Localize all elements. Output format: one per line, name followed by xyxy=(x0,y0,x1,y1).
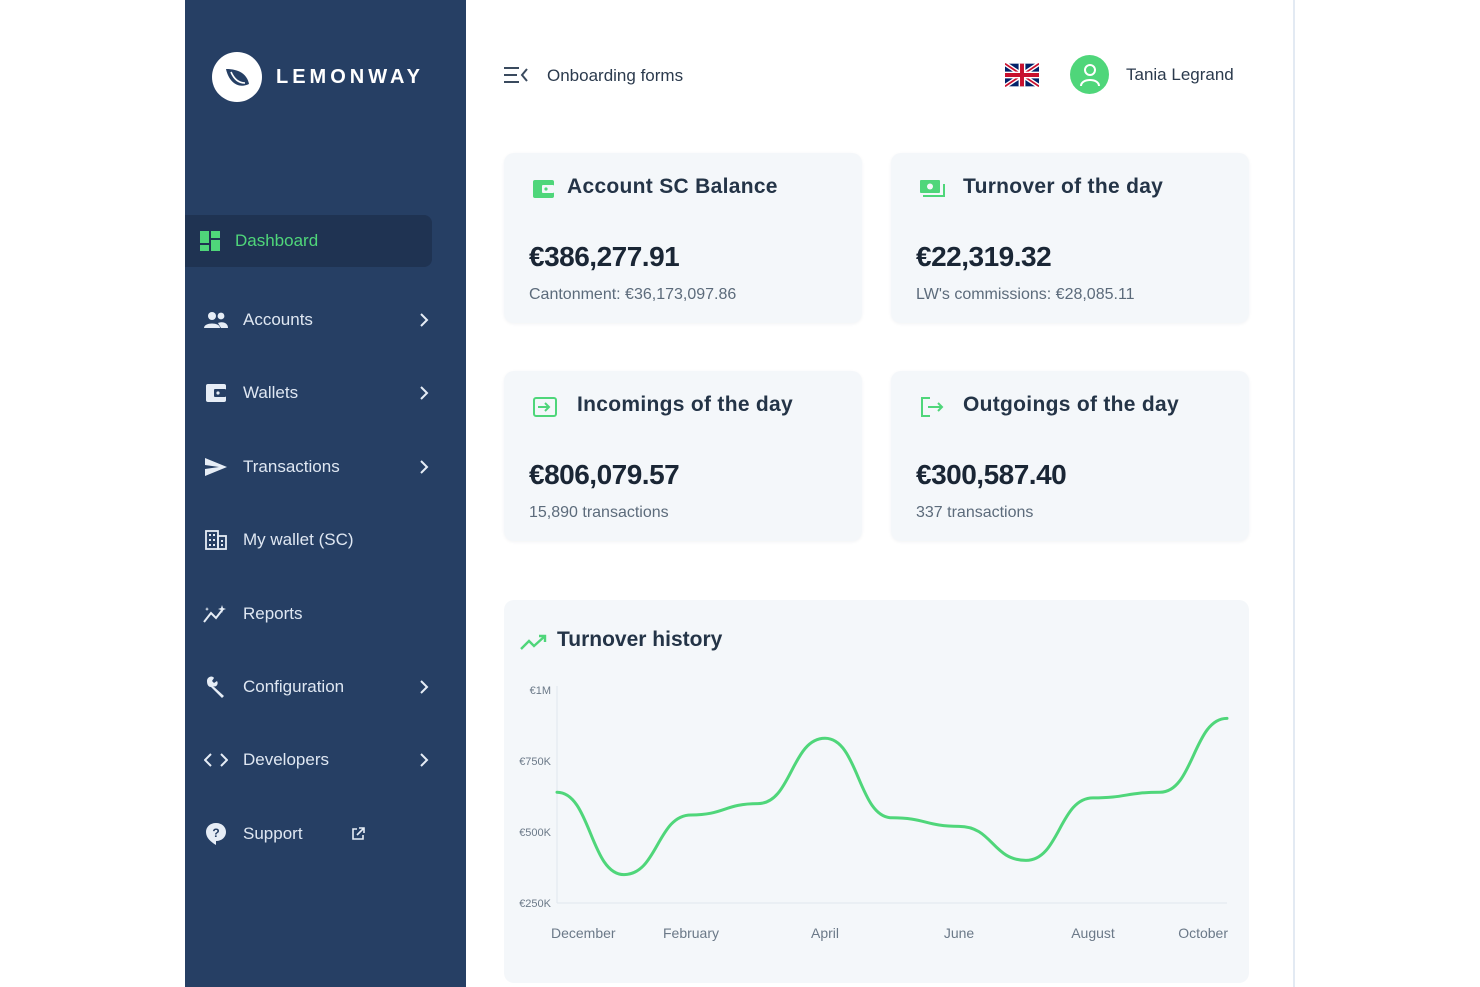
data-point[interactable] xyxy=(753,799,763,809)
menu-collapse-icon[interactable] xyxy=(503,65,529,85)
sidebar-item-wallets[interactable]: Wallets xyxy=(185,367,466,419)
dashboard-icon xyxy=(197,228,223,254)
login-icon xyxy=(532,396,557,418)
sidebar-item-reports[interactable]: Reports xyxy=(185,588,466,640)
y-tick-label: €750K xyxy=(519,756,551,768)
chevron-right-icon xyxy=(417,386,431,400)
sidebar: LEMONWAY Dashboard Accounts Wall xyxy=(185,0,466,987)
app-frame: LEMONWAY Dashboard Accounts Wall xyxy=(185,0,1295,987)
card-subtext: Cantonment: €36,173,097.86 xyxy=(529,286,737,303)
card-subtext: LW's commissions: €28,085.11 xyxy=(916,286,1135,303)
y-tick-label: €1M xyxy=(530,685,551,697)
chevron-right-icon xyxy=(417,753,431,767)
card-title: Incomings of the day xyxy=(577,393,794,416)
turnover-history-card: Turnover history €250K €500K €750K €1M Decem… xyxy=(504,600,1249,983)
data-point[interactable] xyxy=(619,870,629,880)
external-link-icon xyxy=(351,827,365,841)
chevron-right-icon xyxy=(417,680,431,694)
data-point[interactable] xyxy=(686,810,696,820)
data-point[interactable] xyxy=(887,813,897,823)
y-tick-label: €250K xyxy=(519,898,551,910)
chart-title: Turnover history xyxy=(557,628,723,651)
x-tick-label: December xyxy=(551,925,616,941)
user-name[interactable]: Tania Legrand xyxy=(1126,65,1234,84)
wallet-icon xyxy=(532,178,556,200)
card-subtext: 337 transactions xyxy=(916,504,1034,521)
avatar[interactable] xyxy=(1070,55,1109,94)
sidebar-item-label: Dashboard xyxy=(235,231,319,250)
svg-text:?: ? xyxy=(212,826,219,840)
building-icon xyxy=(203,527,229,553)
x-tick-label: June xyxy=(944,925,975,941)
sidebar-item-label: Support xyxy=(243,824,303,843)
card-account-sc-balance[interactable]: Account SC Balance €386,277.91 Cantonmen… xyxy=(504,153,862,323)
sidebar-item-dashboard[interactable]: Dashboard xyxy=(185,215,432,267)
code-icon xyxy=(203,747,229,773)
lemon-logo-icon xyxy=(212,52,262,102)
card-value: €386,277.91 xyxy=(529,241,680,272)
uk-flag-icon[interactable] xyxy=(1003,61,1041,89)
data-point[interactable] xyxy=(1155,787,1165,797)
card-turnover-of-the-day[interactable]: Turnover of the day €22,319.32 LW's comm… xyxy=(891,153,1249,323)
data-point[interactable] xyxy=(1088,793,1098,803)
help-icon: ? xyxy=(203,821,229,847)
page-title: Onboarding forms xyxy=(547,66,684,85)
card-incomings-of-the-day[interactable]: Incomings of the day €806,079.57 15,890 … xyxy=(504,371,862,541)
data-point[interactable] xyxy=(954,821,964,831)
card-outgoings-of-the-day[interactable]: Outgoings of the day €300,587.40 337 tra… xyxy=(891,371,1249,541)
data-point[interactable] xyxy=(552,787,562,797)
card-subtext: 15,890 transactions xyxy=(529,504,669,521)
chevron-right-icon xyxy=(417,460,431,474)
data-point[interactable] xyxy=(1222,713,1232,723)
send-icon xyxy=(203,454,229,480)
sidebar-item-developers[interactable]: Developers xyxy=(185,734,466,786)
sidebar-item-label: Developers xyxy=(243,750,329,769)
series-line-turnover xyxy=(555,716,1229,877)
sidebar-item-support[interactable]: ? Support xyxy=(185,808,466,860)
x-tick-label: April xyxy=(811,925,839,941)
main-content: Onboarding forms Tania Legrand Account S… xyxy=(466,0,1293,987)
sidebar-item-label: My wallet (SC) xyxy=(243,530,354,549)
x-tick-label: August xyxy=(1071,925,1115,941)
logout-icon xyxy=(919,396,944,418)
chevron-right-icon xyxy=(417,313,431,327)
sidebar-item-accounts[interactable]: Accounts xyxy=(185,294,466,346)
sidebar-item-label: Transactions xyxy=(243,457,340,476)
sidebar-item-my-wallet[interactable]: My wallet (SC) xyxy=(185,514,466,566)
sidebar-item-label: Configuration xyxy=(243,677,345,696)
x-tick-label: October xyxy=(1178,925,1228,941)
x-tick-label: February xyxy=(663,925,719,941)
card-title: Outgoings of the day xyxy=(963,393,1179,416)
sidebar-item-label: Wallets xyxy=(243,383,299,402)
brand-name: LEMONWAY xyxy=(276,65,424,88)
sidebar-item-label: Accounts xyxy=(243,310,313,329)
card-value: €300,587.40 xyxy=(916,459,1067,490)
card-title: Account SC Balance xyxy=(567,175,778,198)
data-point[interactable] xyxy=(1021,855,1031,865)
data-point[interactable] xyxy=(820,733,830,743)
sidebar-item-configuration[interactable]: Configuration xyxy=(185,661,466,713)
wrench-icon xyxy=(203,674,229,700)
card-value: €806,079.57 xyxy=(529,459,680,490)
turnover-line-chart: €250K €500K €750K €1M December February April J… xyxy=(519,685,1232,941)
sidebar-item-transactions[interactable]: Transactions xyxy=(185,441,466,493)
brand-logo[interactable]: LEMONWAY xyxy=(212,52,424,102)
y-tick-label: €500K xyxy=(519,827,551,839)
card-value: €22,319.32 xyxy=(916,241,1052,272)
users-icon xyxy=(203,307,229,333)
card-title: Turnover of the day xyxy=(963,175,1164,198)
sidebar-item-label: Reports xyxy=(243,604,303,623)
trending-up-icon xyxy=(520,633,548,651)
cash-icon xyxy=(919,178,945,200)
wallet-icon xyxy=(203,380,229,406)
reports-icon xyxy=(203,601,229,627)
